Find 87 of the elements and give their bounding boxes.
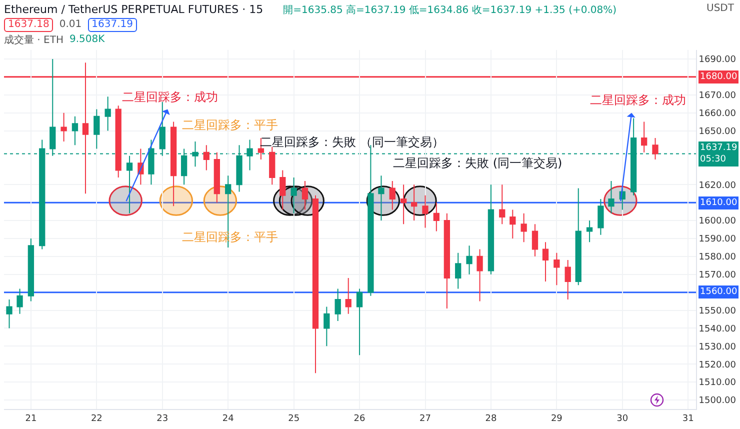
y-tick-label: 1650.00: [698, 126, 736, 137]
candlestick: [302, 180, 308, 210]
candlestick: [94, 108, 100, 150]
candlestick: [389, 180, 396, 210]
y-tick-label: 1690.00: [698, 55, 736, 66]
candlestick: [510, 209, 516, 239]
ref-line-label: 1637.19 05:30: [700, 143, 738, 165]
annotation: 二星回踩多：成功: [122, 90, 218, 104]
candlestick: [476, 248, 483, 302]
candlestick: [444, 212, 450, 309]
candlestick: [334, 288, 341, 322]
x-tick-label: 23: [156, 414, 168, 424]
candlestick: [608, 180, 614, 214]
ref-line-label: 1610.00: [700, 198, 738, 208]
x-tick-label: 22: [90, 414, 102, 424]
candlestick: [586, 220, 593, 243]
x-tick-label: 25: [288, 414, 300, 424]
y-tick-label: 1500.00: [698, 396, 736, 406]
x-tick-label: 31: [682, 414, 694, 424]
candlestick: [324, 306, 330, 347]
candlestick: [60, 112, 67, 142]
text: 成交量 · ETH: [4, 34, 64, 46]
y-tick-label: 1510.00: [698, 378, 736, 388]
candlestick: [378, 175, 384, 222]
y-tick-label: 1550.00: [698, 306, 736, 316]
candlestick: [72, 116, 78, 146]
y-tick-label: 1570.00: [698, 270, 736, 281]
candlestick: [115, 105, 122, 178]
candlestick: [641, 121, 648, 153]
candlestick: [554, 252, 560, 286]
text: 1637.18: [4, 18, 54, 32]
x-tick-label: 24: [222, 414, 234, 424]
candlestick: [290, 176, 297, 214]
y-tick-label: 1600.00: [698, 216, 736, 227]
candlestick: [126, 155, 133, 214]
y-tick-label: 1530.00: [698, 342, 736, 352]
candlestick: [455, 252, 462, 290]
candlestick: [542, 242, 549, 282]
ref-line-label: 1680.00: [700, 72, 738, 82]
ref-line-label: 1560.00: [700, 287, 738, 297]
candlestick: [564, 260, 571, 300]
annotation: 二星回踩多：平手: [182, 118, 278, 132]
candlestick: [6, 299, 12, 329]
x-tick-label: 27: [420, 414, 431, 424]
candlestick: [203, 144, 210, 171]
candlestick: [422, 194, 428, 228]
y-tick-label: 1590.00: [698, 234, 736, 245]
candlestick: [312, 194, 319, 374]
candlestick: [532, 224, 538, 257]
candlestick: [598, 198, 604, 236]
text: 1637.19: [88, 18, 137, 32]
candlestick: [356, 288, 363, 356]
annotation: 二星回踩多：失敗 (同一筆交易): [393, 156, 562, 170]
candlestick: [411, 184, 418, 222]
y-tick-label: 1660.00: [698, 108, 736, 119]
candlestick: [433, 202, 440, 232]
candlestick: [170, 121, 177, 207]
candlestick: [16, 288, 23, 314]
y-tick-label: 1520.00: [698, 360, 736, 370]
candlestick: [28, 238, 34, 302]
candlestick: [466, 245, 472, 275]
candlestick: [520, 212, 527, 243]
candlestick: [499, 184, 506, 225]
text: 開=1635.85 高=1637.19 低=1634.86 收=1637.19 +1.35 (+0.08%): [283, 4, 617, 16]
y-tick-label: 1670.00: [698, 91, 736, 102]
chart-title: Ethereum / TetherUS PERPETUAL FUTURES · 15: [4, 3, 264, 16]
y-tick-label: 1620.00: [698, 180, 736, 191]
x-tick-label: 28: [485, 414, 497, 424]
candlestick: [280, 170, 286, 210]
candlestick: [400, 184, 407, 225]
y-tick-label: 1540.00: [698, 324, 736, 334]
candlestick: [214, 152, 220, 204]
x-tick-label: 30: [616, 414, 628, 424]
candlestick: [488, 184, 494, 275]
text: 0.01: [59, 19, 82, 30]
text: USDT: [706, 3, 734, 14]
candlestick: [269, 146, 276, 186]
candlestick: [104, 96, 111, 132]
candlestick: [575, 188, 582, 286]
x-tick-label: 21: [25, 414, 37, 424]
y-tick-label: 1580.00: [698, 252, 736, 263]
x-tick-label: 26: [354, 414, 366, 424]
x-tick-label: 29: [550, 414, 563, 424]
annotation: 二星回踩多：成功: [590, 93, 686, 107]
candlestick: [345, 277, 352, 314]
text: 9.508K: [69, 34, 105, 45]
candlestick: [652, 137, 658, 160]
